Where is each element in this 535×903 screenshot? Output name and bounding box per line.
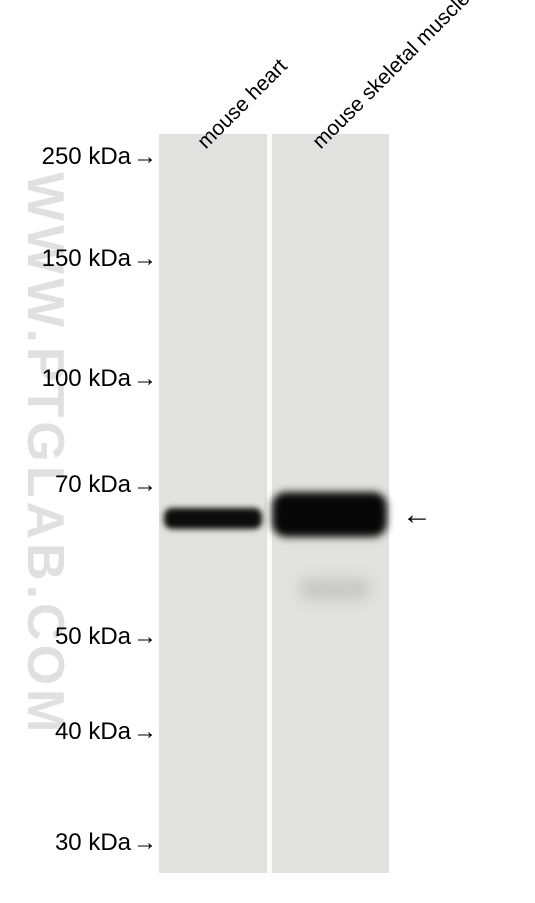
mw-label: 30 kDa: [55, 829, 131, 857]
mw-marker-40: 40 kDa→: [0, 718, 157, 746]
mw-label: 100 kDa: [42, 365, 131, 393]
arrow-right-icon: →: [133, 471, 157, 499]
mw-marker-250: 250 kDa→: [0, 143, 157, 171]
arrow-right-icon: →: [133, 245, 157, 273]
mw-marker-100: 100 kDa→: [0, 365, 157, 393]
target-arrow-icon: ←: [402, 498, 432, 532]
arrow-right-icon: →: [133, 829, 157, 857]
mw-label: 70 kDa: [55, 471, 131, 499]
mw-label: 50 kDa: [55, 623, 131, 651]
mw-label: 40 kDa: [55, 718, 131, 746]
band-lane-heart: [164, 508, 262, 529]
figure-container: mouse heart mouse skeletal muscle 250 kD…: [0, 0, 535, 903]
faint-band: [300, 578, 370, 600]
arrow-right-icon: →: [133, 718, 157, 746]
arrow-right-icon: →: [133, 623, 157, 651]
mw-marker-50: 50 kDa→: [0, 623, 157, 651]
mw-marker-30: 30 kDa→: [0, 829, 157, 857]
mw-label: 250 kDa: [42, 143, 131, 171]
arrow-right-icon: →: [133, 365, 157, 393]
band-lane-skeletal: [272, 492, 387, 537]
lane-label-mouse-skeletal-muscle: mouse skeletal muscle: [308, 0, 475, 154]
mw-label: 150 kDa: [42, 245, 131, 273]
arrow-right-icon: →: [133, 143, 157, 171]
mw-marker-150: 150 kDa→: [0, 245, 157, 273]
mw-marker-70: 70 kDa→: [0, 471, 157, 499]
